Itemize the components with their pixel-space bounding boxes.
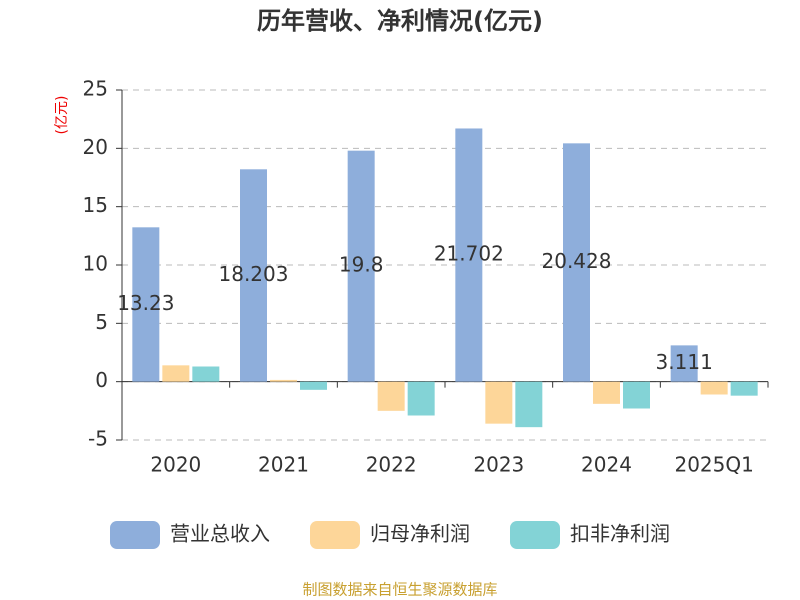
bar <box>347 150 375 382</box>
x-tick-label: 2020 <box>150 453 201 477</box>
value-label: 18.203 <box>219 262 289 286</box>
legend-label: 归母净利润 <box>370 522 470 546</box>
y-tick-label: -5 <box>88 427 108 451</box>
bar <box>162 365 190 382</box>
value-label: 20.428 <box>542 249 612 273</box>
y-tick-label: 10 <box>83 252 108 276</box>
x-tick-label: 2022 <box>366 453 417 477</box>
value-label: 3.111 <box>656 350 713 374</box>
legend-label: 扣非净利润 <box>570 522 670 546</box>
bar <box>563 143 590 382</box>
legend-label: 营业总收入 <box>170 522 270 546</box>
y-tick-label: 15 <box>83 193 108 217</box>
bar <box>700 381 728 395</box>
bar <box>670 345 698 382</box>
x-tick-label: 2023 <box>473 453 524 477</box>
bar <box>593 381 620 404</box>
legend-swatch <box>110 521 160 549</box>
bar <box>407 381 435 416</box>
value-label: 13.23 <box>117 291 174 315</box>
value-label: 21.702 <box>434 242 504 266</box>
x-tick-label: 2025Q1 <box>674 453 753 477</box>
y-axis-label: (亿元) <box>54 96 70 135</box>
legend-swatch <box>510 521 560 549</box>
x-tick-label: 2021 <box>258 453 309 477</box>
bar <box>515 381 543 428</box>
value-label: 19.8 <box>339 253 384 277</box>
source-note: 制图数据来自恒生聚源数据库 <box>302 581 497 599</box>
legend-swatch <box>310 521 360 549</box>
bar <box>455 128 483 382</box>
bar <box>623 381 650 409</box>
y-tick-label: 0 <box>95 368 108 392</box>
y-tick-label: 5 <box>95 310 108 334</box>
bar <box>377 381 405 411</box>
bar <box>730 381 758 396</box>
bar <box>485 381 513 424</box>
bar <box>270 379 297 382</box>
bar <box>240 169 267 382</box>
chart-title: 历年营收、净利情况(亿元) <box>257 7 543 35</box>
y-tick-label: 25 <box>83 77 108 101</box>
bar <box>132 227 160 382</box>
bar <box>300 381 327 390</box>
x-tick-label: 2024 <box>581 453 632 477</box>
y-tick-label: 20 <box>83 135 108 159</box>
bar <box>192 366 220 382</box>
